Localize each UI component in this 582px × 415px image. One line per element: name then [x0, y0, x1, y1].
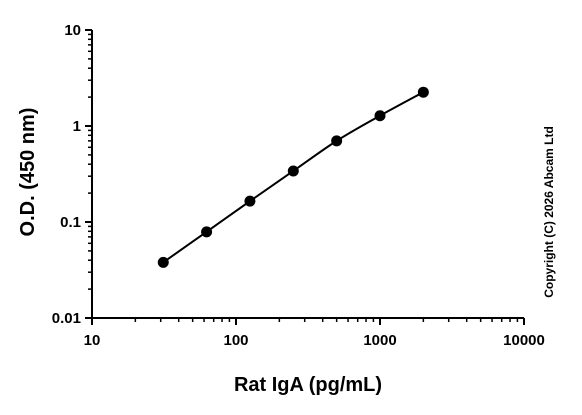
- data-point: [287, 165, 299, 177]
- y-axis-title: O.D. (450 nm): [17, 108, 39, 237]
- data-point: [244, 195, 256, 207]
- data-point: [331, 135, 343, 147]
- x-tick-label: 10: [84, 332, 101, 349]
- y-tick-label: 0.01: [52, 310, 81, 327]
- y-tick-label: 10: [64, 22, 81, 39]
- data-point: [417, 86, 429, 98]
- y-tick-label: 0.1: [60, 214, 81, 231]
- ticks: [85, 29, 525, 325]
- tick-labels: 10 100 1000 10000 0.01 0.1 1 10: [52, 22, 545, 349]
- x-axis-title: Rat IgA (pg/mL): [234, 374, 382, 396]
- x-tick-label: 10000: [503, 332, 545, 349]
- copyright-notice: Copyright (C) 2026 Abcam Ltd: [542, 126, 556, 298]
- x-tick-label: 1000: [363, 332, 396, 349]
- data-point: [201, 226, 213, 238]
- data-point: [374, 110, 386, 122]
- axes: [91, 30, 524, 319]
- data-point: [157, 256, 169, 268]
- y-tick-label: 1: [73, 118, 81, 135]
- data-points: [157, 86, 429, 268]
- x-tick-label: 100: [223, 332, 248, 349]
